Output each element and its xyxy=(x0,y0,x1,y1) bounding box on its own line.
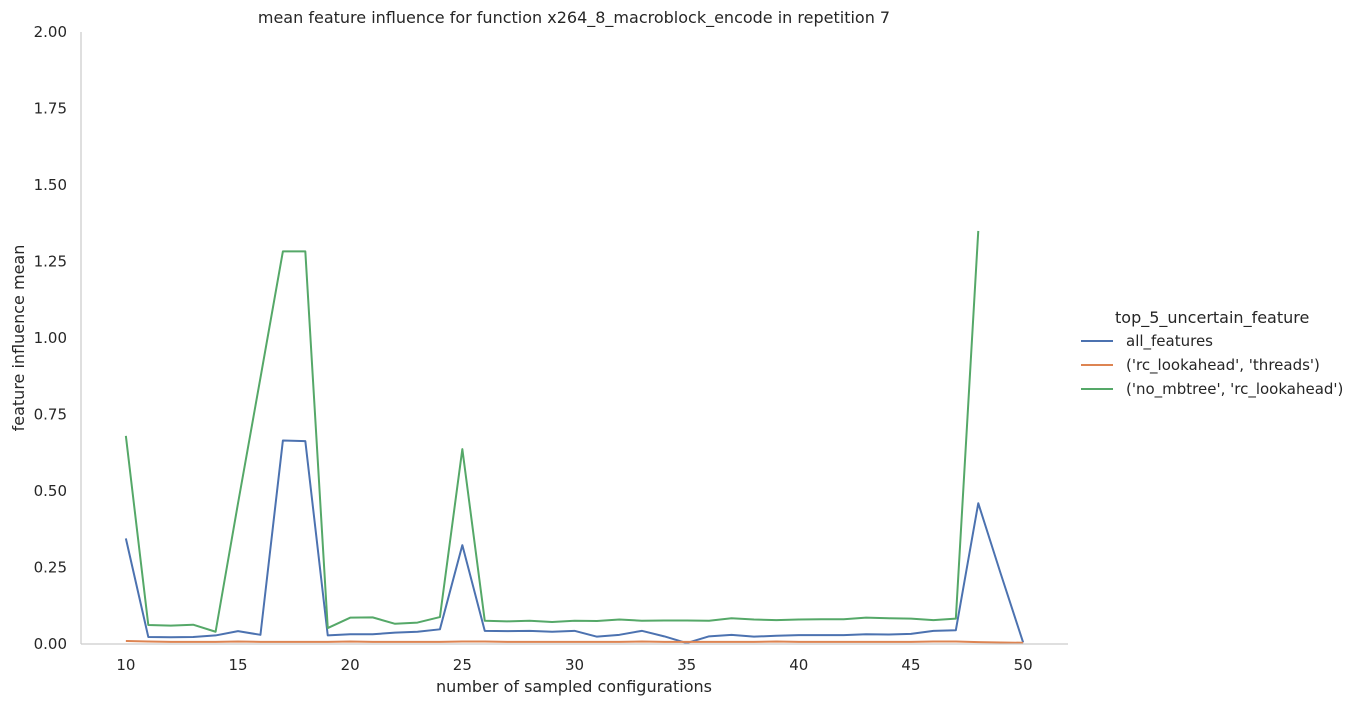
x-axis-ticks: 10 15 20 25 30 35 40 45 50 xyxy=(116,656,1032,674)
legend-title: top_5_uncertain_feature xyxy=(1115,308,1309,328)
x-tick-label: 10 xyxy=(116,656,135,674)
x-tick-label: 30 xyxy=(565,656,584,674)
y-tick-label: 0.50 xyxy=(34,482,67,500)
x-tick-label: 25 xyxy=(453,656,472,674)
legend-items: all_features ('rc_lookahead', 'threads') (… xyxy=(1081,332,1343,399)
legend-label-2: ('no_mbtree', 'rc_lookahead') xyxy=(1126,380,1343,399)
x-tick-label: 40 xyxy=(789,656,808,674)
y-tick-label: 2.00 xyxy=(34,23,67,41)
legend: top_5_uncertain_feature all_features ('rc… xyxy=(1081,308,1343,399)
legend-label-1: ('rc_lookahead', 'threads') xyxy=(1126,356,1320,375)
y-tick-label: 1.25 xyxy=(34,253,67,271)
plot-area xyxy=(124,230,1025,645)
y-axis-ticks: 0.00 0.25 0.50 0.75 1.00 1.25 1.50 1.75 2.00 xyxy=(34,23,67,653)
x-tick-label: 35 xyxy=(677,656,696,674)
x-tick-label: 50 xyxy=(1014,656,1033,674)
y-tick-label: 1.75 xyxy=(34,100,67,118)
legend-label-0: all_features xyxy=(1126,332,1213,351)
y-tick-label: 1.50 xyxy=(34,176,67,194)
x-axis-title: number of sampled configurations xyxy=(436,677,712,696)
x-tick-label: 15 xyxy=(228,656,247,674)
y-tick-label: 0.00 xyxy=(34,635,67,653)
y-axis-title: feature influence mean xyxy=(9,245,28,432)
y-tick-label: 0.25 xyxy=(34,559,67,577)
x-tick-label: 45 xyxy=(901,656,920,674)
series-line-1 xyxy=(125,639,1024,644)
y-tick-label: 1.00 xyxy=(34,329,67,347)
chart-title: mean feature influence for function x264… xyxy=(258,8,890,28)
series-line-0 xyxy=(124,439,1025,645)
series-line-2 xyxy=(124,230,980,633)
y-tick-label: 0.75 xyxy=(34,406,67,424)
x-tick-label: 20 xyxy=(341,656,360,674)
